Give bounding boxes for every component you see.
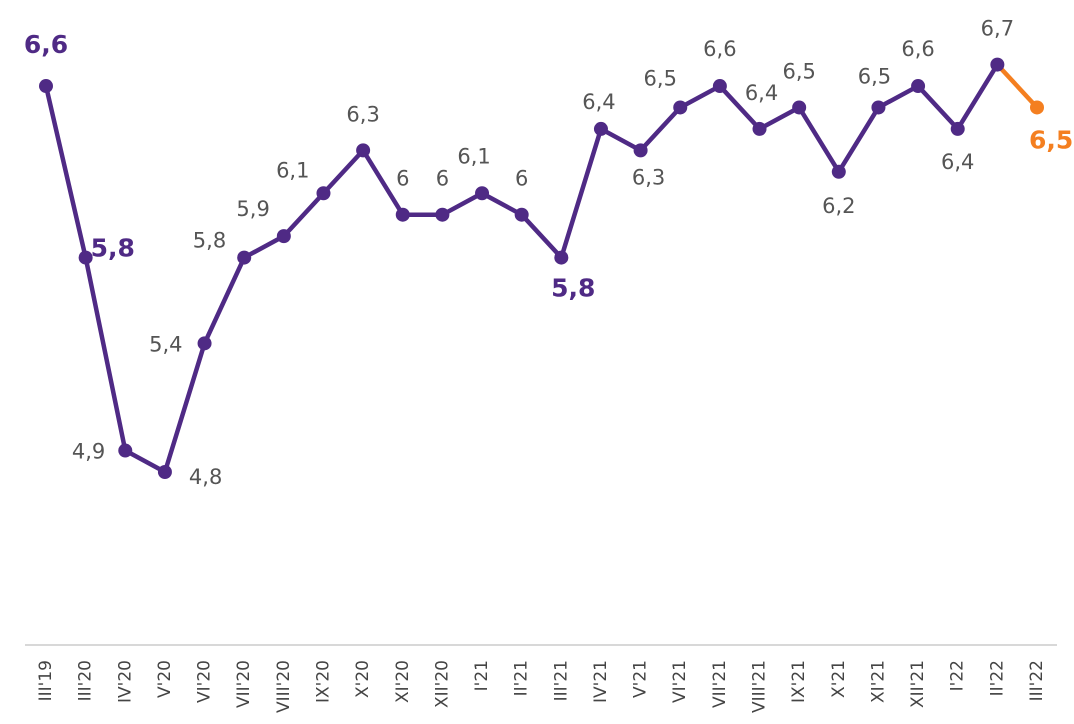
point [39, 79, 53, 94]
value-label: 6 [396, 167, 409, 191]
x-tick-label: III'22 [1027, 660, 1047, 701]
x-tick-label: IX'20 [313, 660, 333, 703]
value-label: 5,4 [149, 332, 182, 356]
point [673, 100, 688, 115]
x-tick-label: XII'21 [908, 660, 928, 708]
value-label: 6,5 [1029, 125, 1073, 154]
value-label: 6,4 [582, 90, 615, 114]
value-label: 6,6 [901, 37, 934, 61]
x-tick-label: II'22 [987, 660, 1007, 696]
value-label: 5,8 [193, 229, 226, 253]
point [633, 143, 648, 158]
value-label: 6,6 [703, 37, 736, 61]
x-tick-label: V'21 [631, 660, 651, 698]
x-tick-label: XII'20 [432, 660, 452, 708]
value-label: 6,4 [941, 150, 974, 174]
point [237, 250, 252, 265]
x-tick-label: XI'21 [868, 660, 888, 703]
x-tick-label: X'21 [829, 660, 849, 698]
x-tick-label: VII'21 [710, 660, 730, 708]
value-label: 6 [436, 167, 449, 191]
point [950, 121, 965, 136]
x-tick-label: VIII'21 [750, 660, 770, 713]
x-tick-label: IV'21 [591, 660, 611, 703]
value-label: 5,8 [551, 274, 595, 303]
point [1030, 100, 1044, 115]
value-label: 6 [515, 167, 528, 191]
point [712, 79, 727, 94]
point [118, 443, 133, 458]
value-label: 6,5 [644, 66, 677, 90]
x-tick-label: V'20 [155, 660, 175, 698]
point [831, 164, 846, 179]
value-label: 4,8 [189, 465, 222, 489]
x-tick-label: III'19 [36, 660, 56, 701]
line [43, 63, 1000, 475]
x-tick-label: XI'20 [393, 660, 413, 703]
value-label: 6,7 [981, 17, 1014, 41]
point [276, 229, 291, 244]
point [514, 207, 529, 222]
value-label: 6,1 [457, 144, 490, 168]
x-tick-label: III'21 [551, 660, 571, 701]
value-label: 6,3 [346, 102, 379, 126]
value-label: 6,5 [782, 59, 815, 83]
point [316, 186, 331, 201]
point [792, 100, 807, 115]
x-tick-label: VI'21 [670, 660, 690, 703]
point [78, 250, 93, 265]
line-last-segment [995, 63, 1039, 110]
x-tick-label: I'22 [948, 660, 968, 691]
point [593, 121, 608, 136]
value-label: 5,9 [236, 197, 269, 221]
x-tick-label: III'20 [76, 660, 96, 701]
point [911, 79, 926, 94]
point [157, 465, 172, 479]
point [435, 207, 450, 222]
value-label: 6,6 [24, 30, 68, 59]
point [871, 100, 886, 115]
point [990, 57, 1005, 72]
point [395, 207, 410, 222]
x-tick-label: IX'21 [789, 660, 809, 703]
x-tick-label: VI'20 [195, 660, 215, 703]
value-label: 6,1 [276, 158, 309, 182]
point [554, 250, 569, 265]
x-tick-label: VIII'20 [274, 660, 294, 713]
x-tick-label: X'20 [353, 660, 373, 698]
value-label: 6,2 [822, 194, 855, 218]
x-tick-label: I'21 [472, 660, 492, 691]
value-label: 5,8 [91, 234, 135, 263]
x-tick-label: VII'20 [234, 660, 254, 708]
point [197, 336, 212, 351]
value-label: 6,4 [745, 81, 778, 105]
value-label: 6,3 [632, 165, 665, 189]
point [475, 186, 490, 201]
value-label: 4,9 [72, 440, 105, 464]
value-label: 6,5 [858, 64, 891, 88]
point [356, 143, 371, 158]
point [752, 121, 767, 136]
x-tick-label: IV'20 [115, 660, 135, 703]
x-tick-label: II'21 [512, 660, 532, 696]
